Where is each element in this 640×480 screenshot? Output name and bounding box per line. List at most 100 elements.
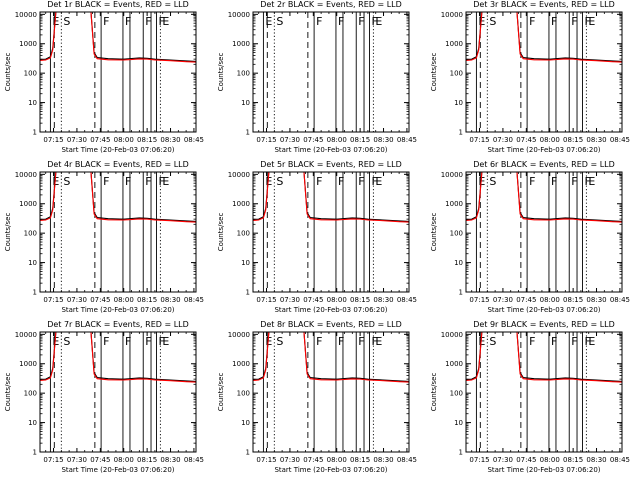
event-letter: F [125,175,131,188]
x-tick-label: 07:45 [303,136,323,144]
x-tick-label: 07:30 [67,456,87,464]
y-tick-label: 1 [246,129,250,137]
event-letter: E [265,335,272,348]
x-tick-label: 07:30 [67,296,87,304]
x-tick-label: 08:15 [563,296,583,304]
y-tick-label: 10 [241,419,250,427]
y-tick-label: 100 [24,390,37,398]
y-tick-label: 10000 [441,171,463,179]
y-tick-label: 100 [24,230,37,238]
x-axis-label: Start Time (20-Feb-03 07:06:20) [274,146,387,154]
x-tick-label: 08:45 [610,456,630,464]
x-tick-label: 08:00 [327,136,347,144]
panel-title: Det 1r BLACK = Events, RED = LLD [47,0,189,9]
y-tick-label: 1000 [445,40,463,48]
series-group [466,172,622,223]
event-letter: F [316,15,322,28]
event-letter: E [588,15,595,28]
y-tick-label: 100 [237,390,250,398]
y-tick-label: 1000 [19,360,37,368]
event-letter: F [145,15,151,28]
event-letter: S [63,15,70,28]
event-letter: E [162,15,169,28]
event-letter: F [358,175,364,188]
y-tick-label: 100 [450,230,463,238]
series-group [253,172,409,223]
series-line-lld [40,332,196,383]
x-tick-label: 07:30 [280,296,300,304]
event-letter: E [478,15,485,28]
series-group [40,172,196,223]
y-axis-label: Counts/sec [4,53,12,92]
event-letter: E [162,175,169,188]
event-letter: F [371,175,377,188]
x-tick-label: 08:15 [350,136,370,144]
y-tick-label: 1 [246,289,250,297]
event-letter: F [338,335,344,348]
event-letter: F [316,175,322,188]
series-group [40,332,196,383]
panel-title: Det 2r BLACK = Events, RED = LLD [260,0,402,9]
x-tick-label: 08:45 [184,296,204,304]
event-letter: F [571,335,577,348]
x-tick-label: 08:00 [327,456,347,464]
plot-frame [252,331,410,453]
y-tick-label: 10000 [15,11,37,19]
y-tick-label: 1000 [19,40,37,48]
event-letter: E [52,15,59,28]
event-letter: F [371,335,377,348]
y-tick-label: 1 [459,449,463,457]
series-line-lld [253,332,409,383]
x-tick-label: 07:45 [303,456,323,464]
y-tick-label: 1 [33,129,37,137]
event-letter: F [125,15,131,28]
x-tick-label: 08:00 [540,456,560,464]
event-letter: F [571,175,577,188]
panel-title: Det 8r BLACK = Events, RED = LLD [260,320,402,329]
x-axis-label: Start Time (20-Feb-03 07:06:20) [274,466,387,474]
x-tick-label: 07:45 [90,456,110,464]
event-letter: E [588,335,595,348]
event-letter: F [103,175,109,188]
y-tick-label: 1 [459,289,463,297]
event-letter: E [265,175,272,188]
series-group [40,12,196,63]
x-tick-label: 07:30 [280,136,300,144]
event-letter: F [571,15,577,28]
y-axis-label: Counts/sec [217,213,225,252]
event-letter: S [276,335,283,348]
y-tick-label: 1 [459,129,463,137]
series-group [253,332,409,383]
panel-det-6r: Det 6r BLACK = Events, RED = LLD Counts/s… [430,160,630,314]
plot-frame [39,331,197,453]
panel-title: Det 7r BLACK = Events, RED = LLD [47,320,189,329]
x-tick-label: 07:45 [516,456,536,464]
x-tick-label: 07:30 [493,456,513,464]
x-tick-label: 08:15 [563,136,583,144]
x-tick-label: 07:45 [516,136,536,144]
panel-title: Det 6r BLACK = Events, RED = LLD [473,160,615,169]
y-tick-label: 10 [241,99,250,107]
x-tick-label: 07:15 [43,296,63,304]
x-tick-label: 07:15 [469,456,489,464]
x-tick-label: 07:15 [469,296,489,304]
series-line-lld [40,12,196,63]
y-tick-label: 1 [246,449,250,457]
x-tick-label: 08:30 [586,296,606,304]
event-letter: E [588,175,595,188]
x-tick-label: 08:00 [327,296,347,304]
panel-title: Det 3r BLACK = Events, RED = LLD [473,0,615,9]
y-tick-label: 10000 [441,331,463,339]
event-letter: S [63,335,70,348]
x-tick-label: 08:45 [397,296,417,304]
x-tick-label: 08:45 [184,136,204,144]
x-tick-label: 08:30 [373,136,393,144]
plot-frame [465,11,623,133]
y-tick-label: 10 [454,99,463,107]
x-axis-label: Start Time (20-Feb-03 07:06:20) [487,466,600,474]
plot-frame [465,171,623,293]
x-tick-label: 08:30 [373,296,393,304]
y-tick-label: 10000 [15,171,37,179]
y-tick-label: 1000 [19,200,37,208]
y-tick-label: 100 [450,390,463,398]
